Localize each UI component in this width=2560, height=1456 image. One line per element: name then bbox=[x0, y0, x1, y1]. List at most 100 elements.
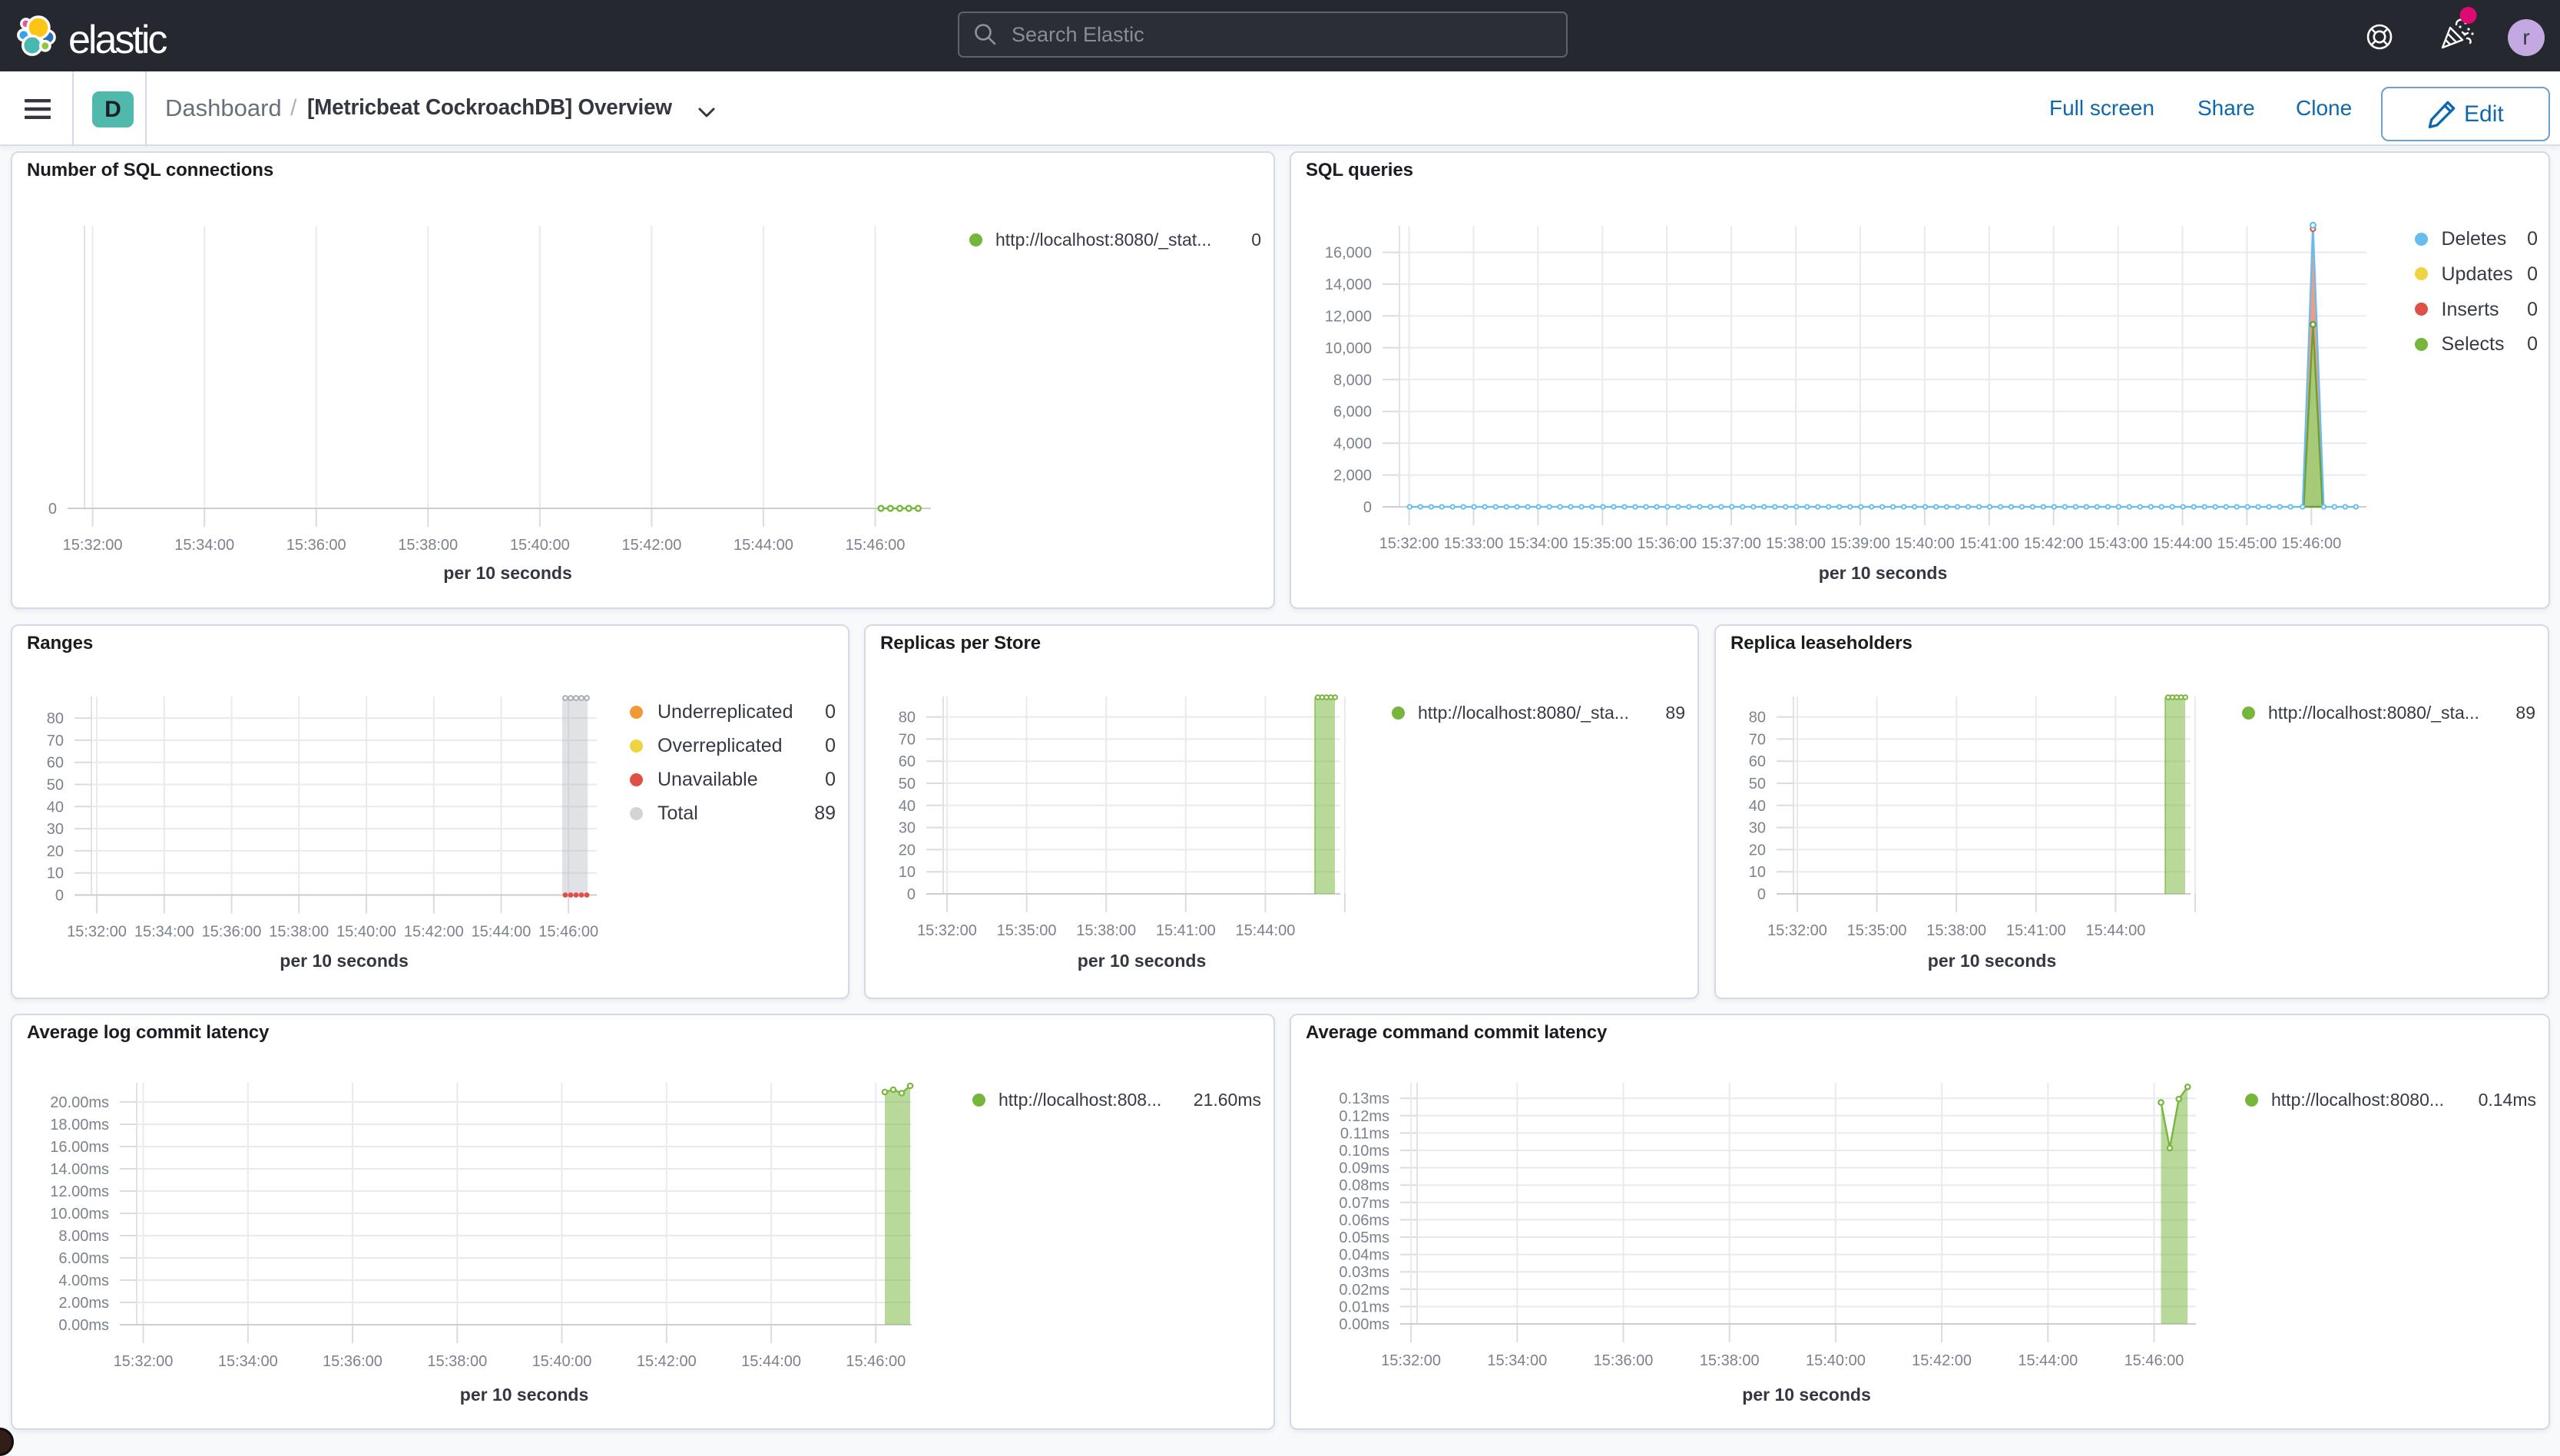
svg-text:8,000: 8,000 bbox=[1333, 372, 1372, 389]
svg-text:15:38:00: 15:38:00 bbox=[1766, 535, 1826, 552]
svg-text:60: 60 bbox=[1749, 753, 1766, 770]
svg-text:10: 10 bbox=[1749, 864, 1766, 881]
svg-text:15:46:00: 15:46:00 bbox=[538, 924, 598, 941]
svg-text:0.11ms: 0.11ms bbox=[1340, 1125, 1389, 1142]
svg-text:18.00ms: 18.00ms bbox=[50, 1117, 109, 1133]
svg-text:4,000: 4,000 bbox=[1333, 435, 1372, 452]
svg-text:80: 80 bbox=[1749, 710, 1766, 726]
svg-text:0.12ms: 0.12ms bbox=[1339, 1108, 1389, 1125]
svg-text:15:40:00: 15:40:00 bbox=[1895, 535, 1955, 552]
svg-text:15:44:00: 15:44:00 bbox=[2085, 922, 2145, 939]
svg-text:80: 80 bbox=[47, 710, 64, 727]
svg-text:15:40:00: 15:40:00 bbox=[336, 924, 396, 941]
svg-text:15:46:00: 15:46:00 bbox=[2281, 535, 2341, 552]
svg-text:15:35:00: 15:35:00 bbox=[1847, 922, 1907, 939]
svg-text:per 10 seconds: per 10 seconds bbox=[1819, 563, 1947, 583]
svg-text:12.00ms: 12.00ms bbox=[50, 1183, 109, 1200]
svg-text:per 10 seconds: per 10 seconds bbox=[460, 1385, 588, 1405]
svg-text:6.00ms: 6.00ms bbox=[58, 1250, 109, 1267]
svg-text:0.04ms: 0.04ms bbox=[1339, 1247, 1389, 1264]
svg-text:70: 70 bbox=[899, 731, 916, 748]
svg-text:0: 0 bbox=[907, 886, 916, 903]
svg-text:15:44:00: 15:44:00 bbox=[472, 924, 532, 941]
svg-text:20: 20 bbox=[899, 842, 916, 859]
svg-text:50: 50 bbox=[1749, 776, 1766, 793]
svg-text:6,000: 6,000 bbox=[1333, 404, 1372, 421]
svg-text:15:34:00: 15:34:00 bbox=[1508, 535, 1568, 552]
svg-text:12,000: 12,000 bbox=[1325, 308, 1372, 325]
svg-text:0: 0 bbox=[1363, 499, 1372, 516]
svg-text:15:35:00: 15:35:00 bbox=[997, 922, 1057, 939]
svg-text:0.01ms: 0.01ms bbox=[1339, 1299, 1389, 1315]
svg-text:14.00ms: 14.00ms bbox=[50, 1161, 109, 1178]
svg-text:15:41:00: 15:41:00 bbox=[1959, 535, 2019, 552]
svg-text:30: 30 bbox=[47, 821, 64, 838]
svg-text:0.02ms: 0.02ms bbox=[1339, 1282, 1389, 1299]
svg-text:15:39:00: 15:39:00 bbox=[1830, 535, 1890, 552]
svg-text:60: 60 bbox=[47, 755, 64, 772]
svg-text:15:38:00: 15:38:00 bbox=[1926, 922, 1986, 939]
svg-text:15:42:00: 15:42:00 bbox=[2024, 535, 2084, 552]
svg-text:15:34:00: 15:34:00 bbox=[134, 924, 194, 941]
svg-text:15:38:00: 15:38:00 bbox=[427, 1353, 487, 1370]
svg-text:per 10 seconds: per 10 seconds bbox=[443, 563, 571, 583]
svg-text:0.06ms: 0.06ms bbox=[1339, 1212, 1389, 1229]
svg-text:15:40:00: 15:40:00 bbox=[510, 537, 570, 554]
svg-text:15:46:00: 15:46:00 bbox=[846, 1353, 906, 1370]
svg-text:15:32:00: 15:32:00 bbox=[63, 537, 123, 554]
svg-text:15:36:00: 15:36:00 bbox=[1637, 535, 1697, 552]
svg-text:per 10 seconds: per 10 seconds bbox=[1078, 951, 1206, 971]
svg-text:per 10 seconds: per 10 seconds bbox=[1928, 951, 2056, 971]
svg-text:15:44:00: 15:44:00 bbox=[741, 1353, 801, 1370]
svg-text:15:32:00: 15:32:00 bbox=[114, 1353, 174, 1370]
svg-text:20: 20 bbox=[1749, 842, 1766, 859]
svg-text:15:40:00: 15:40:00 bbox=[532, 1353, 592, 1370]
svg-text:16,000: 16,000 bbox=[1325, 245, 1372, 262]
svg-text:15:42:00: 15:42:00 bbox=[1912, 1352, 1972, 1369]
svg-text:15:37:00: 15:37:00 bbox=[1701, 535, 1761, 552]
svg-text:70: 70 bbox=[1749, 731, 1766, 748]
svg-text:per 10 seconds: per 10 seconds bbox=[1742, 1385, 1870, 1405]
svg-text:15:33:00: 15:33:00 bbox=[1444, 535, 1504, 552]
svg-text:0.13ms: 0.13ms bbox=[1339, 1090, 1389, 1107]
svg-text:15:44:00: 15:44:00 bbox=[734, 537, 793, 554]
svg-text:0.05ms: 0.05ms bbox=[1339, 1229, 1389, 1246]
svg-text:15:34:00: 15:34:00 bbox=[174, 537, 234, 554]
svg-text:15:42:00: 15:42:00 bbox=[404, 924, 464, 941]
svg-text:15:41:00: 15:41:00 bbox=[1156, 922, 1216, 939]
svg-text:50: 50 bbox=[47, 777, 64, 794]
svg-text:15:42:00: 15:42:00 bbox=[637, 1353, 697, 1370]
svg-text:60: 60 bbox=[899, 753, 916, 770]
svg-text:2.00ms: 2.00ms bbox=[58, 1295, 109, 1312]
svg-text:2,000: 2,000 bbox=[1333, 468, 1372, 485]
svg-text:0.00ms: 0.00ms bbox=[58, 1317, 109, 1334]
svg-text:15:38:00: 15:38:00 bbox=[1076, 922, 1136, 939]
svg-text:10.00ms: 10.00ms bbox=[50, 1206, 109, 1223]
svg-text:15:34:00: 15:34:00 bbox=[1487, 1352, 1547, 1369]
svg-text:15:44:00: 15:44:00 bbox=[2153, 535, 2213, 552]
svg-text:0: 0 bbox=[55, 888, 64, 905]
svg-text:20: 20 bbox=[47, 843, 64, 860]
svg-text:0: 0 bbox=[1757, 886, 1766, 903]
svg-text:15:38:00: 15:38:00 bbox=[269, 924, 329, 941]
svg-text:0.08ms: 0.08ms bbox=[1339, 1177, 1389, 1194]
svg-text:15:36:00: 15:36:00 bbox=[1594, 1352, 1654, 1369]
svg-text:per 10 seconds: per 10 seconds bbox=[280, 951, 408, 971]
svg-text:10: 10 bbox=[47, 865, 64, 882]
svg-text:15:46:00: 15:46:00 bbox=[846, 537, 906, 554]
svg-text:40: 40 bbox=[1749, 798, 1766, 815]
svg-text:15:36:00: 15:36:00 bbox=[202, 924, 262, 941]
svg-text:14,000: 14,000 bbox=[1325, 276, 1372, 293]
svg-text:15:36:00: 15:36:00 bbox=[323, 1353, 383, 1370]
svg-text:4.00ms: 4.00ms bbox=[58, 1272, 109, 1289]
svg-text:0.07ms: 0.07ms bbox=[1339, 1195, 1389, 1212]
svg-text:15:32:00: 15:32:00 bbox=[1767, 922, 1827, 939]
svg-text:15:38:00: 15:38:00 bbox=[398, 537, 458, 554]
svg-text:16.00ms: 16.00ms bbox=[50, 1139, 109, 1156]
svg-text:0.09ms: 0.09ms bbox=[1339, 1160, 1389, 1177]
svg-text:0.10ms: 0.10ms bbox=[1339, 1143, 1389, 1160]
svg-text:0.03ms: 0.03ms bbox=[1339, 1264, 1389, 1281]
svg-text:50: 50 bbox=[899, 776, 916, 793]
svg-text:15:44:00: 15:44:00 bbox=[1235, 922, 1295, 939]
svg-text:10,000: 10,000 bbox=[1325, 340, 1372, 357]
